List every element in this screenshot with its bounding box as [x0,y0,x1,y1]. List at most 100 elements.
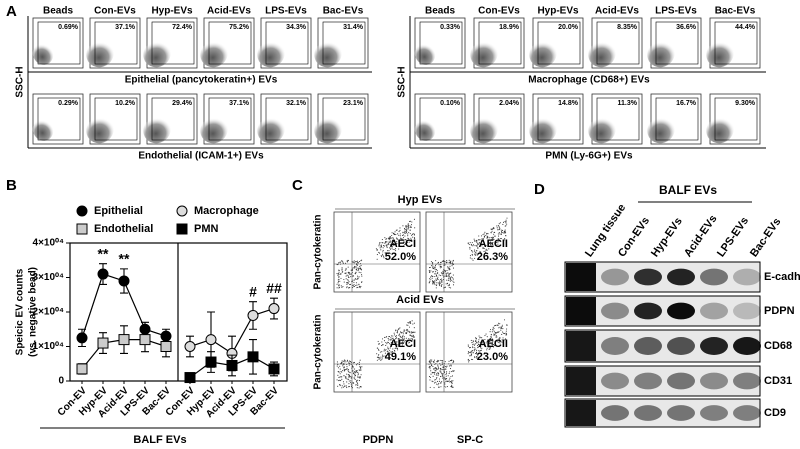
event-dot [390,342,392,344]
event-dot [360,369,362,371]
event-dot [399,339,401,341]
event-dot [408,330,410,333]
event-dot [340,277,342,279]
band [667,372,695,390]
event-dot [379,247,381,249]
event-dot [451,265,453,267]
event-dot [495,244,497,246]
event-dot [495,335,497,337]
event-dot [445,283,447,285]
event-dot [505,221,507,223]
row-caption: PMN (Ly-6G+) EVs [545,151,633,162]
event-dot [346,381,348,383]
gate [322,21,366,65]
event-dot [481,341,483,344]
event-dot [505,235,507,237]
event-dot [437,371,439,374]
event-cloud [588,40,616,68]
event-dot [347,272,349,274]
event-dot [498,322,500,324]
event-dot [411,221,413,223]
event-dot [432,283,434,285]
event-dot [444,361,446,363]
event-dot [438,264,440,266]
event-dot [478,350,480,352]
event-dot [479,337,481,339]
event-dot [358,267,360,269]
event-dot [440,272,442,274]
event-dot [450,276,452,278]
band [601,302,629,320]
data-point [76,332,88,344]
data-point [247,351,259,363]
event-dot [396,342,398,344]
event-dot [343,375,345,377]
event-dot [479,250,481,253]
event-dot [441,272,443,275]
event-dot [376,248,378,251]
event-dot [414,331,416,333]
event-dot [501,333,503,336]
event-dot [436,284,438,286]
event-dot [404,238,406,241]
event-dot [440,266,443,268]
event-dot [449,277,451,279]
event-dot [395,345,397,347]
event-dot [493,346,495,348]
event-dot [477,356,479,358]
event-dot [408,337,410,340]
event-dot [472,245,474,247]
data-point [97,337,109,349]
event-dot [435,269,438,271]
event-dot [348,374,350,376]
event-dot [377,343,380,345]
event-dot [380,255,382,257]
event-dot [405,225,407,227]
event-dot [402,237,405,239]
event-dot [479,346,481,348]
event-dot [445,368,447,370]
event-dot [399,233,401,235]
event-dot [341,360,343,362]
event-dot [388,244,390,246]
event-dot [357,375,359,377]
event-dot [387,348,389,350]
event-dot [493,333,495,335]
event-dot [360,374,362,376]
event-dot [339,280,341,282]
event-dot [403,227,406,230]
event-cloud [706,40,734,68]
event-dot [444,378,446,380]
legend-marker [176,223,188,235]
event-dot [411,234,413,236]
event-dot [390,351,392,353]
event-cloud [529,116,557,144]
event-dot [352,367,354,369]
event-dot [492,244,494,246]
event-dot [382,249,384,251]
event-dot [449,280,451,282]
event-dot [447,279,449,281]
event-dot [499,337,501,339]
event-dot [355,282,357,284]
event-dot [487,233,489,235]
event-dot [396,238,398,240]
gate-percent: 32.1% [286,100,307,107]
event-dot [429,365,431,368]
event-dot [486,341,488,343]
event-dot [360,281,363,283]
event-dot [380,359,382,361]
event-dot [505,338,507,340]
event-cloud [200,40,228,68]
event-dot [496,241,499,243]
event-dot [476,353,478,355]
event-dot [402,341,404,343]
event-dot [452,274,454,276]
event-dot [398,231,400,233]
event-dot [339,385,341,387]
event-dot [391,234,393,237]
event-dot [352,261,354,263]
gate-percent: 37.1% [115,24,136,31]
event-dot [453,361,455,363]
event-dot [476,245,478,247]
